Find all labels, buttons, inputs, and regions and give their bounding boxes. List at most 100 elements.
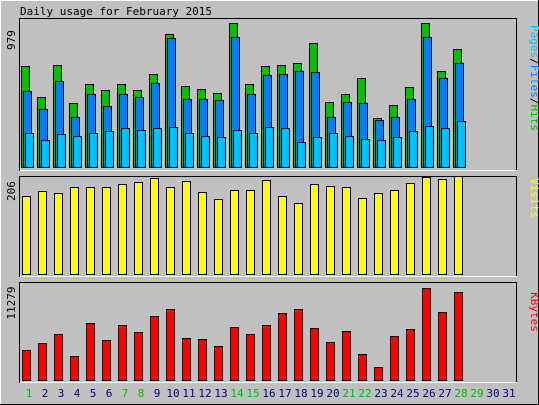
- visits-bar: [262, 180, 271, 275]
- day-label: 18: [294, 387, 307, 400]
- day-label: 28: [454, 387, 467, 400]
- pages-bar: [361, 139, 370, 168]
- day-label: 5: [90, 387, 97, 400]
- legend-sep-2: /: [528, 98, 539, 105]
- pages-bar: [345, 136, 354, 168]
- day-label: 21: [342, 387, 355, 400]
- visits-bar: [214, 199, 223, 275]
- visits-bar: [70, 187, 79, 275]
- day-label: 6: [106, 387, 113, 400]
- pages-bar: [201, 136, 210, 168]
- visits-bar: [438, 179, 447, 275]
- visits-bar: [230, 190, 239, 275]
- pages-bar: [233, 130, 242, 168]
- kbytes-bar: [150, 316, 159, 381]
- visits-bar: [422, 177, 431, 275]
- visits-bar: [118, 184, 127, 275]
- visits-bar: [38, 191, 47, 275]
- day-label: 23: [374, 387, 387, 400]
- day-label: 26: [422, 387, 435, 400]
- kbytes-bar: [166, 309, 175, 381]
- day-label: 8: [138, 387, 145, 400]
- day-label: 2: [42, 387, 49, 400]
- visits-bar: [278, 196, 287, 275]
- day-label: 10: [166, 387, 179, 400]
- visits-bars-group: [22, 176, 463, 275]
- pages-bar: [409, 131, 418, 168]
- visits-legend: Visits: [528, 178, 539, 218]
- day-label: 22: [358, 387, 371, 400]
- day-label: 16: [262, 387, 275, 400]
- kbytes-bar: [262, 325, 271, 381]
- kbytes-bar: [294, 309, 303, 381]
- day-label: 1: [26, 387, 33, 400]
- visits-bar: [294, 203, 303, 275]
- visits-bar: [358, 198, 367, 275]
- visits-bar: [390, 190, 399, 275]
- day-label: 3: [58, 387, 65, 400]
- visits-bar: [54, 193, 63, 275]
- visits-bar: [86, 187, 95, 275]
- pages-bar: [249, 133, 258, 168]
- kbytes-bar: [358, 354, 367, 381]
- day-label: 14: [230, 387, 244, 400]
- pages-bar: [41, 140, 50, 168]
- pages-bar: [393, 137, 402, 168]
- pages-bar: [265, 127, 274, 168]
- day-label: 17: [278, 387, 291, 400]
- visits-bar: [342, 187, 351, 275]
- pages-bar: [137, 130, 146, 168]
- visits-bar: [406, 183, 415, 275]
- day-label: 9: [154, 387, 161, 400]
- kbytes-bar: [278, 313, 287, 381]
- kbytes-bar: [342, 331, 351, 381]
- visits-axis-max-label: 206: [5, 181, 18, 201]
- visits-bar: [134, 182, 143, 275]
- kbytes-bar: [230, 327, 239, 381]
- pages-bar: [297, 142, 306, 168]
- visits-bar: [166, 187, 175, 275]
- day-label: 29: [470, 387, 483, 400]
- kbytes-bar: [118, 325, 127, 381]
- pages-bar: [73, 136, 82, 168]
- kbytes-bar: [390, 336, 399, 381]
- kbytes-bar: [422, 288, 431, 381]
- pages-bar: [25, 133, 34, 168]
- pages-bar: [105, 131, 114, 168]
- hits-axis-max-label: 979: [5, 30, 18, 50]
- legend-sep-1: /: [528, 58, 539, 65]
- pages-bar: [121, 128, 130, 168]
- kbytes-bar: [134, 332, 143, 381]
- day-label: 25: [406, 387, 419, 400]
- hits-bars-group: [21, 23, 466, 168]
- pages-bar: [153, 128, 162, 168]
- visits-bar: [454, 176, 463, 275]
- day-label: 15: [246, 387, 259, 400]
- day-label: 12: [198, 387, 211, 400]
- pages-bar: [169, 127, 178, 168]
- pages-bar: [57, 134, 66, 168]
- day-label: 27: [438, 387, 451, 400]
- kbytes-bar: [198, 339, 207, 381]
- kbytes-bar: [310, 328, 319, 381]
- kbytes-bar: [438, 312, 447, 381]
- kbytes-bar: [326, 342, 335, 381]
- day-label: 20: [326, 387, 339, 400]
- kbytes-bar: [182, 338, 191, 381]
- day-label: 24: [390, 387, 404, 400]
- visits-bar: [326, 186, 335, 275]
- pages-bar: [281, 128, 290, 168]
- kbytes-axis-max-label: 11279: [5, 286, 18, 319]
- visits-bar: [182, 181, 191, 275]
- kbytes-bar: [374, 367, 383, 381]
- kbytes-bars-group: [22, 288, 463, 381]
- pages-bar: [457, 121, 466, 168]
- legend-pages: Pages: [528, 25, 539, 58]
- legend-files: Files: [528, 65, 539, 98]
- chart-title: Daily usage for February 2015: [20, 5, 212, 18]
- visits-bar: [22, 196, 31, 275]
- pages-bar: [329, 133, 338, 168]
- pages-bar: [377, 140, 386, 168]
- kbytes-bar: [406, 329, 415, 381]
- day-label: 30: [486, 387, 499, 400]
